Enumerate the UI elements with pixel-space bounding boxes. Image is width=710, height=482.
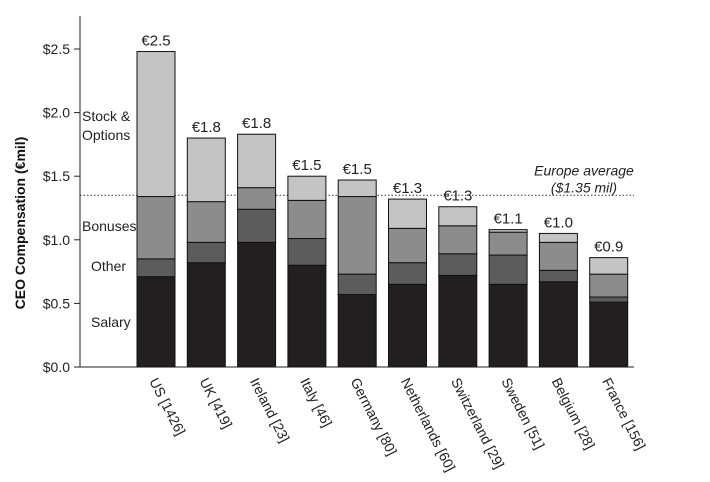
bar-segment-bonuses (337, 196, 377, 275)
y-tick-label: $0.5 (43, 295, 70, 311)
segment-label-stock-line2: Options (82, 127, 130, 143)
x-tick-label: France [156] (599, 375, 649, 452)
bar-value-label: €1.5 (343, 161, 372, 178)
bar-segment-other (488, 254, 528, 285)
bar-segment-stock-options (538, 232, 578, 243)
bar-segment-bonuses (488, 231, 528, 256)
bar-value-label: €1.3 (443, 188, 472, 205)
bar-segment-stock-options (337, 179, 377, 198)
x-tick-label: Italy [46] (297, 375, 335, 429)
bar-segment-salary (589, 301, 629, 368)
bar-segment-bonuses (538, 241, 578, 271)
bar-segment-salary (186, 262, 226, 368)
bar-segment-salary (337, 293, 377, 368)
y-tick-label: $2.5 (43, 41, 70, 57)
segment-label-bonuses: Bonuses (82, 218, 136, 234)
bar-segment-other (438, 253, 478, 276)
y-tick-label: $0.0 (43, 359, 70, 375)
europe-average-label: Europe average (534, 162, 634, 178)
bar-value-label: €1.8 (242, 115, 271, 132)
segment-label-other: Other (91, 258, 126, 274)
bar-segment-salary (136, 276, 176, 368)
x-tick-label: Belgium [28] (549, 375, 599, 452)
bar-value-label: €0.9 (594, 239, 623, 256)
x-tick-label: Sweden [51] (498, 375, 548, 452)
europe-average-value: ($1.35 mil) (551, 179, 617, 195)
bar-segment-salary (237, 241, 277, 368)
x-tick-label: Switzerland [29] (448, 375, 507, 471)
bar-segment-stock-options (438, 206, 478, 227)
bar-segment-bonuses (287, 199, 327, 240)
bar-segment-stock-options (287, 175, 327, 201)
segment-label-salary: Salary (91, 314, 131, 330)
bar-value-label: €2.5 (141, 33, 170, 50)
bar-segment-salary (538, 281, 578, 368)
bar-segment-other (186, 241, 226, 264)
bar-segment-stock-options (589, 257, 629, 275)
bar-segment-bonuses (136, 196, 176, 260)
y-tick-label: $1.5 (43, 168, 70, 184)
bar-segment-bonuses (388, 227, 427, 264)
bar-value-label: €1.0 (544, 214, 573, 231)
x-tick-label: Ireland [23] (247, 375, 293, 445)
bars (136, 51, 629, 368)
x-tick-label: Germany [80] (348, 375, 401, 458)
bar-segment-other (388, 262, 427, 285)
bar-segment-stock-options (186, 137, 226, 203)
bar-value-label: €1.3 (393, 180, 422, 197)
bar-segment-salary (287, 264, 327, 368)
y-axis-title: CEO Compensation (€mil) (12, 137, 28, 310)
x-tick-label: US [1426] (146, 375, 189, 438)
bar-segment-other (136, 258, 176, 278)
bar-value-label: €1.1 (493, 211, 522, 228)
bar-segment-bonuses (589, 273, 629, 298)
segment-label-stock-line1: Stock & (82, 108, 131, 124)
bar-value-label: €1.5 (292, 157, 321, 174)
bar-segment-other (237, 208, 277, 243)
bar-segment-other (287, 238, 327, 266)
bar-segment-salary (488, 283, 528, 368)
bar-segment-stock-options (136, 51, 176, 198)
y-tick-label: $2.0 (43, 105, 70, 121)
bar-segment-other (337, 273, 377, 295)
bar-segment-stock-options (488, 229, 528, 233)
bar-segment-bonuses (186, 201, 226, 243)
x-tick-label: UK [419] (197, 375, 236, 431)
bar-segment-bonuses (438, 225, 478, 255)
bar-segment-stock-options (237, 133, 277, 189)
bar-segment-bonuses (237, 187, 277, 210)
bar-segment-salary (388, 283, 427, 368)
bar-segment-other (538, 269, 578, 283)
x-tick-label: Netherlands [60] (398, 375, 459, 474)
y-tick-label: $1.0 (43, 232, 70, 248)
bar-segment-salary (438, 274, 478, 368)
bar-segment-stock-options (388, 198, 427, 229)
bar-segment-other (589, 296, 629, 303)
bar-value-label: €1.8 (192, 119, 221, 136)
